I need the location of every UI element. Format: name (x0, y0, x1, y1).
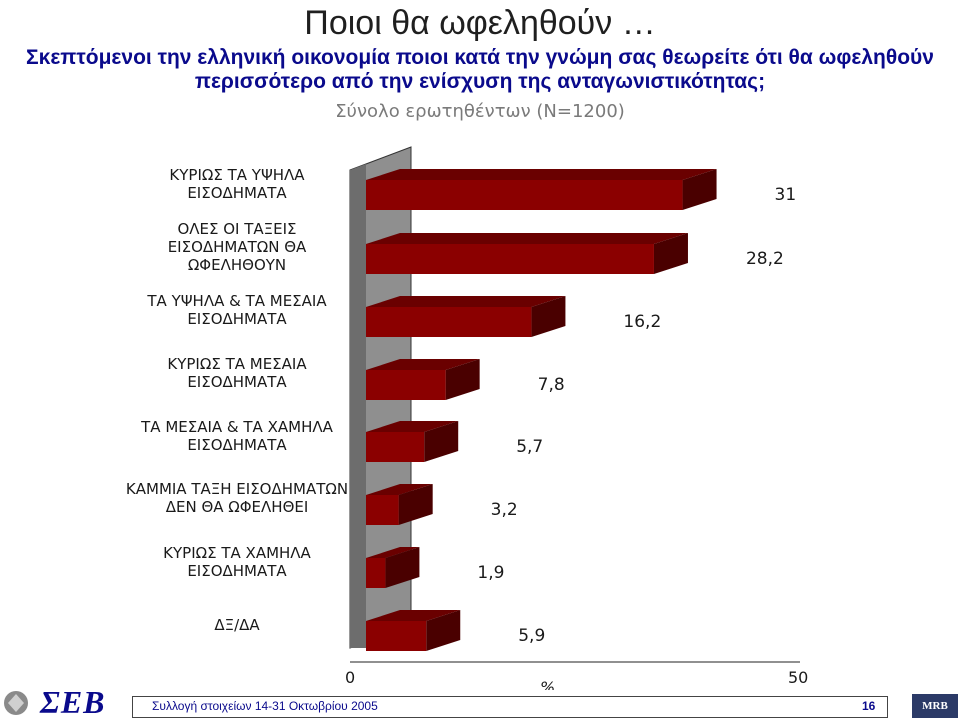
value-label-6: 1,9 (477, 563, 504, 583)
bar-side-6 (385, 547, 420, 588)
bar-side-2 (531, 296, 566, 337)
sample-base-text: Σύνολο ερωτηθέντων (N=1200) (335, 101, 625, 122)
seb-logo-text: ΣΕΒ (40, 684, 106, 720)
bar-top-0 (366, 169, 717, 180)
value-label-2: 16,2 (623, 312, 661, 332)
value-label-4: 5,7 (516, 437, 543, 457)
bar-3 (366, 370, 446, 400)
category-label-1-0: ΟΛΕΣ ΟΙ ΤΑΞΕΙΣ (177, 220, 296, 238)
category-label-3-0: ΚΥΡΙΩΣ ΤΑ ΜΕΣΑΙΑ (167, 355, 307, 373)
bar-top-1 (366, 233, 688, 244)
category-label-6-0: ΚΥΡΙΩΣ ΤΑ ΧΑΜΗΛΑ (163, 544, 311, 562)
value-label-0: 31 (775, 185, 797, 205)
bar-top-4 (366, 421, 459, 432)
question-line-1: Σκεπτόμενοι την ελληνική οικονομία ποιοι… (26, 46, 934, 69)
bar-6 (366, 558, 386, 588)
bar-side-3 (445, 359, 480, 400)
value-label-3: 7,8 (538, 375, 565, 395)
bar-7 (366, 621, 427, 651)
category-label-2-1: ΕΙΣΟΔΗΜΑΤΑ (187, 310, 287, 328)
page-title: Ποιοι θα ωφεληθούν … (304, 4, 656, 42)
bar-4 (366, 432, 425, 462)
category-label-5-0: ΚΑΜΜΙΑ ΤΑΞΗ ΕΙΣΟΔΗΜΑΤΩΝ (126, 480, 348, 498)
bar-2 (366, 307, 532, 337)
footer: ΣΕΒ Συλλογή στοιχείων 14-31 Οκτωβρίου 20… (0, 684, 960, 720)
category-label-6-1: ΕΙΣΟΔΗΜΑΤΑ (187, 562, 287, 580)
x-tick-label-0: 0 (345, 668, 355, 687)
bar-side-1 (653, 233, 688, 274)
category-label-3-1: ΕΙΣΟΔΗΜΑΤΑ (187, 373, 287, 391)
category-label-1-2: ΩΦΕΛΗΘΟΥΝ (188, 256, 286, 274)
category-label-4-0: ΤΑ ΜΕΣΑΙΑ & ΤΑ ΧΑΜΗΛΑ (140, 418, 333, 436)
bar-0 (366, 180, 683, 210)
category-label-0-1: ΕΙΣΟΔΗΜΑΤΑ (187, 184, 287, 202)
bar-side-0 (682, 169, 717, 210)
bar-side-7 (426, 610, 461, 651)
x-axis-title: % (540, 678, 555, 690)
question-line-2: περισσότερο από την ενίσχυση της ανταγων… (194, 70, 766, 93)
bar-side-4 (424, 421, 459, 462)
mrb-logo: MRB (912, 694, 958, 718)
bar-5 (366, 495, 399, 525)
category-label-1-1: ΕΙΣΟΔΗΜΑΤΩΝ ΘΑ (168, 238, 307, 256)
page-number: 16 (862, 699, 876, 713)
bars-group (366, 169, 717, 651)
value-label-7: 5,9 (518, 626, 545, 646)
footer-source-text: Συλλογή στοιχείων 14-31 Οκτωβρίου 2005 (152, 699, 378, 713)
value-labels-group: 31 28,2 16,2 7,8 5,7 3,2 1,9 5,9 (477, 185, 796, 646)
bar-top-5 (366, 484, 433, 495)
chart-wall-front-edge (350, 164, 366, 648)
bar-top-6 (366, 547, 420, 558)
bar-top-7 (366, 610, 461, 621)
bar-top-2 (366, 296, 566, 307)
bar-1 (366, 244, 654, 274)
value-label-5: 3,2 (491, 500, 518, 520)
category-label-5-1: ΔΕΝ ΘΑ ΩΦΕΛΗΘΕΙ (166, 498, 309, 516)
category-label-2-0: ΤΑ ΥΨΗΛΑ & ΤΑ ΜΕΣΑΙΑ (146, 292, 327, 310)
seb-logo-icon (4, 691, 28, 715)
category-label-7-0: ΔΞ/ΔΑ (214, 616, 260, 634)
value-label-1: 28,2 (746, 249, 784, 269)
category-label-4-1: ΕΙΣΟΔΗΜΑΤΑ (187, 436, 287, 454)
bar-side-5 (398, 484, 433, 525)
category-label-0-0: ΚΥΡΙΩΣ ΤΑ ΥΨΗΛΑ (169, 166, 305, 184)
x-tick-label-50: 50 (788, 668, 808, 687)
bar-top-3 (366, 359, 480, 370)
